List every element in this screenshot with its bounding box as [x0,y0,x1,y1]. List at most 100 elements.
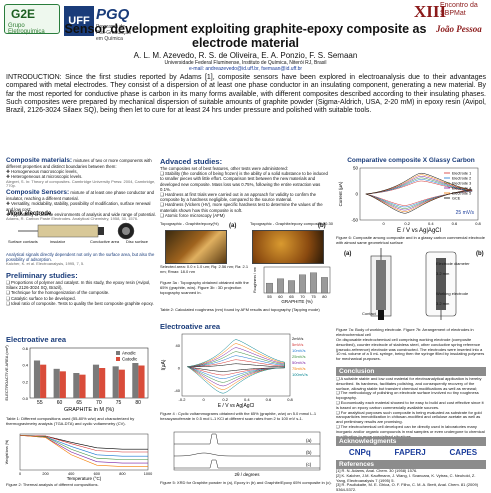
composite-bullet-text: Heterogeneous at microscopic levels. [11,174,83,180]
preliminary-block: Preliminary studies: ❑ Proportions of po… [6,271,156,306]
preliminary-item-text: Technique for the homogenization of the … [10,290,110,296]
g2e-logo-sub: Grupo Eletroquímica [8,23,45,35]
cyclic-voltammogram-chart: 2mV/s5mV/s10mV/s25mV/s50mV/s75mV/s100mV/… [161,333,308,409]
bar [53,368,60,398]
conclusion-item-text: For analytical purposes such composite i… [336,409,482,425]
cv-curve [365,177,473,209]
pgq-logo: PGQ Programa de Pós-Graduação em Química [96,4,134,42]
x-tick-label: 0 [19,472,21,476]
x-tick-label: 0.8 [287,397,293,402]
middle-electroactive-heading: Electroative area [160,322,221,331]
xrd-trace-label: (a) [306,438,312,443]
bar [33,360,41,398]
uff-logo: UFF [64,6,94,36]
legend-label: GCE [452,197,461,201]
sensors-text: mixture of at least one phase conductor … [6,190,155,202]
x-tick-label: 55 [37,400,43,406]
composite-bullet-text: Homogeneous macroscopic levels, [11,169,78,175]
bar [99,368,106,398]
sensors-heading: Composite Sensors: [6,189,70,197]
part-label: Electrode diameter [436,261,470,266]
x-tick-label: 75 [311,294,316,299]
cv-curve [187,351,285,383]
figure3-caption: Figure 3a : Topography obtained obtained… [160,280,249,295]
figure2-caption: Figure 2: Thermal analysis of different … [6,482,99,487]
bar [118,369,125,398]
conclusion-item-text: Economically each material showed to be … [336,399,484,410]
preliminary-item-text: Proportions of polymer and catalyst. In … [6,280,151,291]
x-tick-label: 800 [119,472,125,476]
electrode-schematic [370,248,457,320]
conclusion-heading: Conclusion [336,367,486,376]
composite-text: mixtures of two or more components with … [6,158,152,169]
figure7-caption: Figure 7a: Body of working electrode. Fi… [336,327,474,337]
conclusion-item: ❑ The electrochemical cell developed can… [336,424,486,439]
bar [138,365,145,398]
legend-swatch [116,351,120,355]
conclusion-item: ❑ A suitable stable and low cost materia… [336,376,482,391]
tga-line [19,435,148,457]
capes-logo: CAPES [449,448,478,457]
g2e-logo: G2E Grupo Eletroquímica [4,4,60,35]
poster-title: Sensor development exploiting graphite-e… [64,22,427,50]
work-electrode-label: Work electrode [8,211,52,217]
x-tick-label: 400 [68,472,74,476]
afm-a-title: Topographic - Graphite/epoxy(%) [160,221,219,226]
cv-curve [187,347,285,387]
legend-label: 25mV/s [292,354,306,359]
work-electrode-diagram [18,222,135,240]
xrd-trace-label: (c) [306,462,312,467]
advanced-item-text: Stability (the condition of being frozen… [160,171,328,192]
x-tick-label: 70 [300,294,305,299]
middle-column: Advaced studies: The composites set of b… [160,157,332,218]
y-axis-label: I(µA) [161,359,167,370]
affiliation: Universidade Federal Fluminense, Institu… [80,60,411,72]
cv-curve [365,172,473,214]
afm-label-b: (b) [318,223,326,229]
cv-curve [365,176,473,211]
tga-line [19,435,148,467]
plot-frame [359,167,479,221]
x-axis-label: Temperature (°C) [67,476,102,481]
x-tick-label: 0.6 [266,397,272,402]
references-list: [1] R. N. Adams, Anal. Chem. 30 (1958) 1… [336,468,486,493]
x-tick-label: 55 [267,294,272,299]
analytical-note: Analytical signals directly dependent no… [6,252,155,263]
x-tick-label: 0 [202,397,205,402]
reference-note: Kalcher, K. et al. Electroanalysis, 1995… [6,261,85,267]
afm-3d-image [252,230,324,264]
cv-curve [187,339,285,394]
composite-heading: Composite materials: [6,157,73,164]
x-tick-label: 60 [57,400,63,406]
legend-label: 5mV/s [292,342,303,347]
schematic-label-b: (b) [476,251,484,257]
y-axis-label: ELECTROACTIVE AREA (cm²) [4,345,9,401]
legend-label: 100mV/s [292,372,308,377]
x-tick-label: 0.4 [244,397,250,402]
sensors-bullet-text: Versatility, moldability, stability, pos… [6,201,151,212]
x-axis-label: E / V vs Ag|AgCl [397,228,441,234]
table1-caption: Table 1: Different compositions used (55… [6,416,135,426]
y-tick-label: 50 [353,166,359,171]
analytical-note-block: Analytical signals directly dependent no… [6,252,156,267]
y-tick-label: 0.4 [22,363,28,368]
afm-topography-image [165,230,227,264]
x-tick-label: -0.2 [179,397,187,402]
tga-chart: 0 200 400 600 800 1000 Temperature (°C) Weight … [5,433,152,481]
schematic-label-a: (a) [344,251,352,257]
conductive-label: Conductive area [90,239,120,244]
plot-frame [29,347,149,399]
legend-label: 10mV/s [292,348,306,353]
pgq-logo-sub: Programa de Pós-Graduação em Química [96,24,132,42]
advanced-item: ❑ Hardness (Vickers (HV), more specific … [160,202,323,213]
part-label: 3.2 mm [436,301,450,306]
y-tick-label: 0.6 [22,346,28,351]
legend-label: Electrode 4 [452,187,471,191]
legend-label: Electrode 3 [452,182,471,186]
preliminary-item: ❑ Technique for the homogenization of th… [6,290,110,296]
sensors-bullet-text: Applicability to diverse environments of… [10,211,156,217]
part-label: Contact [362,311,376,316]
bar [59,371,66,398]
y-axis-label: Weight loss (%) [5,440,9,464]
